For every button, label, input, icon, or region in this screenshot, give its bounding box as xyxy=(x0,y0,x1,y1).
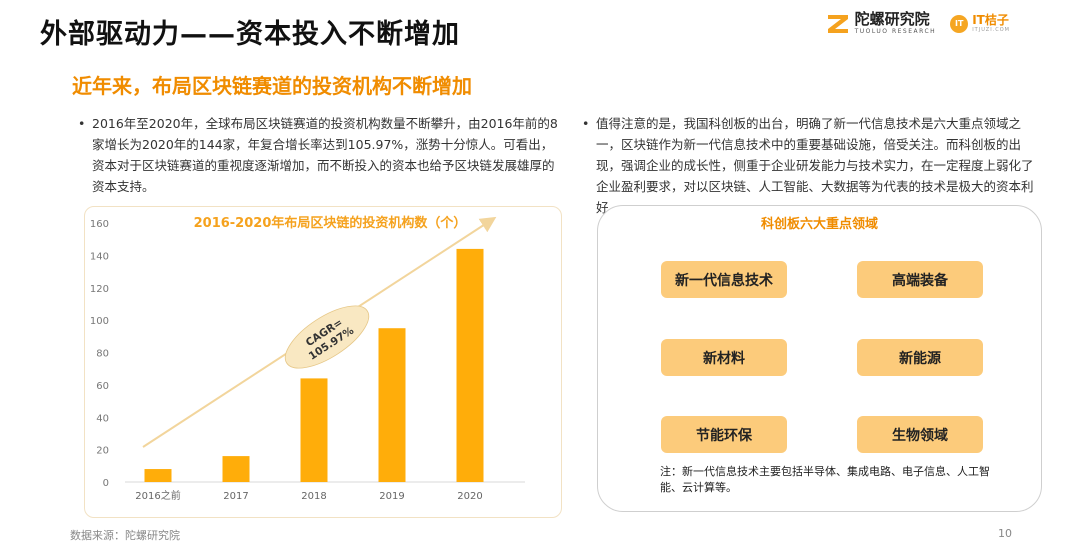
y-tick-label: 80 xyxy=(96,349,109,360)
tuoluo-logo-sub: TUOLUO RESEARCH xyxy=(854,28,937,35)
area-biology: 生物领域 xyxy=(857,416,983,453)
area-new-energy: 新能源 xyxy=(857,339,983,376)
y-tick-label: 160 xyxy=(90,219,109,230)
header-logos: 陀螺研究院 TUOLUO RESEARCH IT IT桔子 ITJUZI.COM xyxy=(827,12,1010,35)
y-tick-label: 100 xyxy=(90,316,109,327)
x-tick-label: 2018 xyxy=(301,491,326,502)
cagr-annotation: CAGR=105.97% xyxy=(284,305,370,369)
right-bullet: • 值得注意的是，我国科创板的出台，明确了新一代信息技术是六大重点领域之一，区块… xyxy=(582,113,1042,218)
itjuzi-orange-icon: IT xyxy=(950,14,969,33)
itjuzi-logo-name: IT桔子 xyxy=(972,13,1009,27)
y-tick-label: 40 xyxy=(96,413,109,424)
y-tick-label: 0 xyxy=(103,478,109,489)
x-tick-label: 2017 xyxy=(223,491,248,502)
page-subtitle: 近年来，布局区块链赛道的投资机构不断增加 xyxy=(72,74,472,98)
y-tick-label: 120 xyxy=(90,284,109,295)
chart-container: 0 20 40 60 80 100 120 140 160 2016之前 2017 2018 2019 2… xyxy=(84,206,562,518)
bar-2020 xyxy=(456,248,484,482)
area-new-materials: 新材料 xyxy=(661,339,787,376)
bullet-dot: • xyxy=(78,116,86,131)
area-next-gen-it: 新一代信息技术 xyxy=(661,261,787,298)
tuoluo-logo: 陀螺研究院 TUOLUO RESEARCH xyxy=(827,12,937,35)
itjuzi-logo: IT IT桔子 ITJUZI.COM xyxy=(950,14,1010,33)
x-tick-label: 2016之前 xyxy=(135,489,180,502)
bar-2018 xyxy=(300,378,328,482)
data-source: 数据来源：陀螺研究院 xyxy=(70,529,180,542)
bar-chart: 0 20 40 60 80 100 120 140 160 2016之前 2017 2018 2019 2… xyxy=(90,215,525,502)
area-high-end-equipment: 高端装备 xyxy=(857,261,983,298)
panel-note: 注：新一代信息技术主要包括半导体、集成电路、电子信息、人工智能、云计算等。 xyxy=(660,465,990,494)
bar-2019 xyxy=(378,328,406,482)
tuoluo-z-icon xyxy=(827,14,848,33)
left-bullet: • 2016年至2020年，全球布局区块链赛道的投资机构数量不断攀升，由2016… xyxy=(78,113,562,197)
bar-2016之前 xyxy=(144,469,172,482)
page-number: 10 xyxy=(998,527,1012,540)
left-bullet-text: 2016年至2020年，全球布局区块链赛道的投资机构数量不断攀升，由2016年前… xyxy=(92,116,558,194)
page-title: 外部驱动力——资本投入不断增加 xyxy=(40,19,460,50)
bar-2017 xyxy=(222,456,250,482)
right-bullet-text: 值得注意的是，我国科创板的出台，明确了新一代信息技术是六大重点领域之一，区块链作… xyxy=(596,116,1034,215)
tuoluo-logo-name: 陀螺研究院 xyxy=(854,10,930,28)
y-tick-label: 60 xyxy=(96,381,109,392)
panel-title: 科创板六大重点领域 xyxy=(760,217,878,232)
y-tick-label: 140 xyxy=(90,251,109,262)
cagr-ellipse xyxy=(284,305,370,369)
chart-title: 2016-2020年布局区块链的投资机构数（个） xyxy=(194,215,467,231)
area-energy-saving: 节能环保 xyxy=(661,416,787,453)
y-tick-label: 20 xyxy=(96,446,109,457)
star-market-panel: 科创板六大重点领域 新一代信息技术 高端装备 新材料 新能源 节能环保 生物领域… xyxy=(597,205,1042,512)
x-tick-label: 2020 xyxy=(457,491,482,502)
bullet-dot: • xyxy=(582,116,590,131)
itjuzi-logo-sub: ITJUZI.COM xyxy=(972,27,1010,33)
x-tick-label: 2019 xyxy=(379,491,404,502)
